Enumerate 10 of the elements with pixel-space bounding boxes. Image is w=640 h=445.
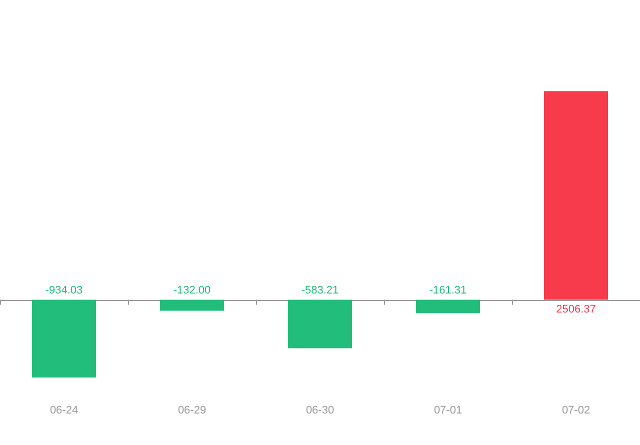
- x-tick-label: 07-02: [562, 404, 590, 416]
- data-label: -161.31: [429, 284, 467, 296]
- x-tick-label: 06-30: [306, 404, 334, 416]
- x-tick-label: 07-01: [434, 404, 462, 416]
- data-label: -583.21: [301, 284, 339, 296]
- data-label: 2506.37: [556, 303, 596, 316]
- data-label: -132.00: [173, 284, 211, 296]
- x-tick-label: 06-24: [50, 404, 78, 416]
- x-tick-label: 06-29: [178, 404, 206, 416]
- data-label: -934.03: [45, 284, 83, 296]
